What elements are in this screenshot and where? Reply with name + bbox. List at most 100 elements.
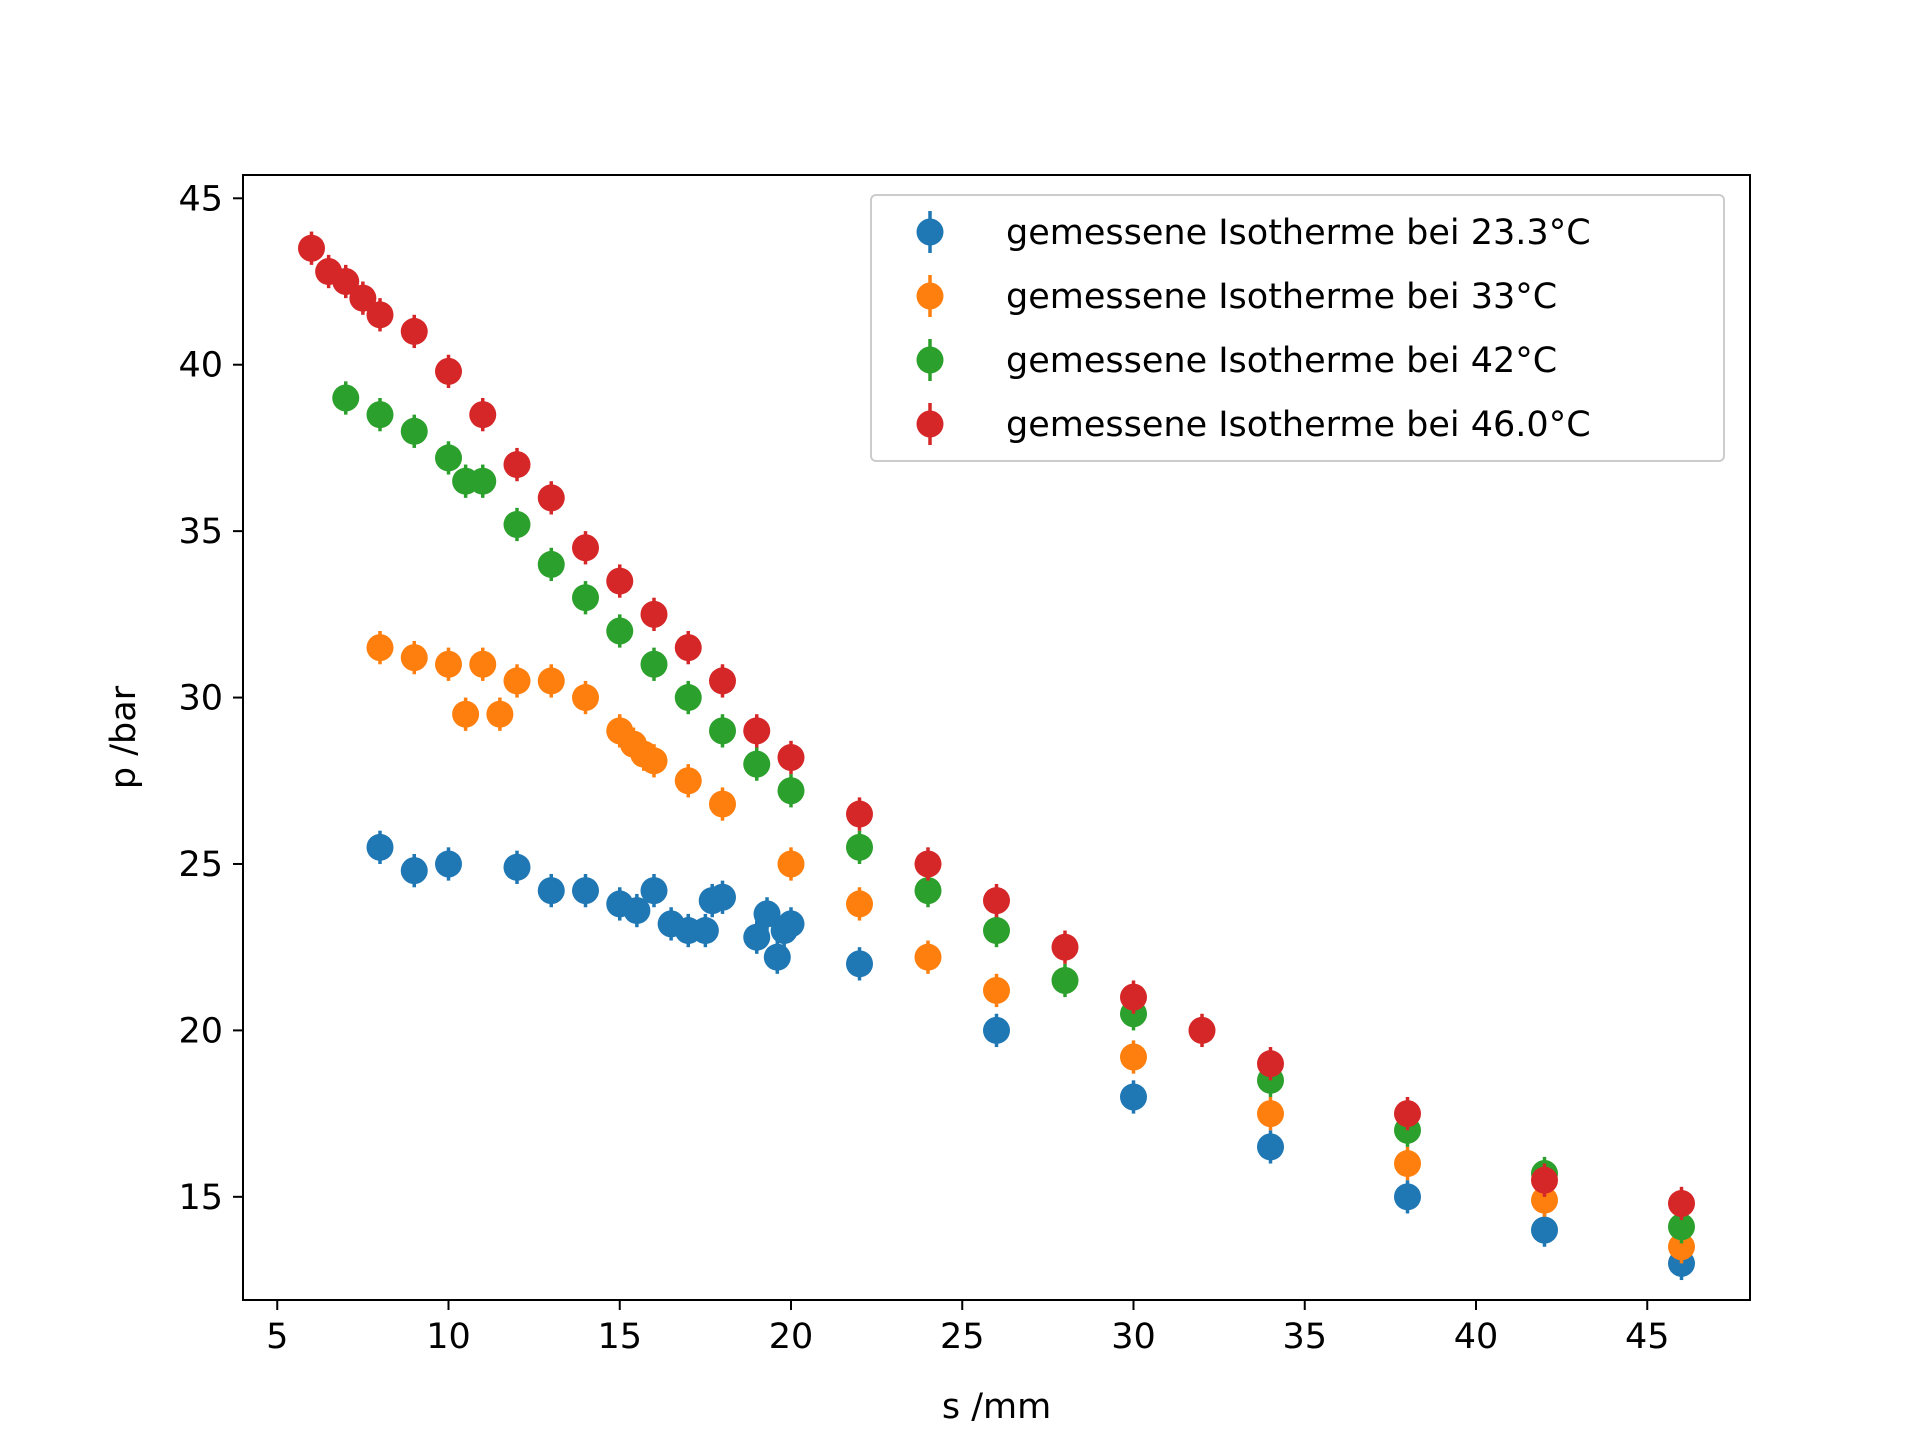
- legend-label: gemessene Isotherme bei 33°C: [1006, 277, 1557, 317]
- data-point: [1394, 1183, 1421, 1211]
- data-point: [640, 650, 668, 678]
- x-tick-label: 45: [1625, 1317, 1670, 1357]
- y-tick-label: 15: [178, 1178, 223, 1218]
- data-point: [503, 667, 531, 695]
- data-point: [983, 1016, 1010, 1044]
- legend-box: [870, 194, 1725, 462]
- legend-label: gemessene Isotherme bei 46.0°C: [1006, 405, 1591, 445]
- data-point: [1120, 983, 1147, 1011]
- x-tick-label: 15: [597, 1317, 642, 1357]
- data-point: [400, 317, 428, 345]
- data-point: [914, 943, 942, 971]
- data-point: [709, 790, 736, 818]
- data-point: [572, 877, 599, 905]
- data-point: [691, 917, 719, 945]
- data-point: [1188, 1016, 1216, 1044]
- data-point: [1668, 1189, 1695, 1217]
- data-point: [400, 417, 428, 445]
- data-point: [623, 897, 651, 925]
- data-point: [435, 850, 462, 878]
- data-point: [1257, 1133, 1284, 1161]
- data-point: [743, 750, 771, 778]
- data-point: [537, 550, 565, 578]
- data-point: [435, 650, 462, 678]
- data-point: [640, 747, 668, 775]
- data-point: [1120, 1043, 1147, 1071]
- x-tick-label: 35: [1282, 1317, 1327, 1357]
- data-point: [349, 284, 377, 312]
- data-point: [366, 833, 394, 861]
- data-point: [503, 451, 531, 479]
- data-point: [1257, 1050, 1284, 1078]
- data-point: [469, 401, 497, 429]
- legend-marker: [916, 282, 944, 310]
- data-point: [1394, 1100, 1421, 1128]
- data-point: [503, 853, 531, 881]
- data-point: [400, 644, 428, 672]
- data-point: [1668, 1233, 1695, 1261]
- legend-label: gemessene Isotherme bei 23.3°C: [1006, 213, 1591, 253]
- data-point: [1394, 1150, 1421, 1178]
- data-point: [846, 833, 873, 861]
- data-point: [572, 684, 599, 712]
- data-point: [1120, 1083, 1147, 1111]
- data-point: [332, 268, 360, 296]
- data-point: [366, 634, 394, 662]
- data-point: [709, 883, 736, 911]
- data-point: [469, 650, 497, 678]
- y-tick-label: 45: [178, 179, 223, 219]
- y-tick-label: 40: [178, 346, 223, 386]
- data-point: [777, 777, 805, 805]
- data-point: [640, 600, 668, 628]
- data-point: [1051, 933, 1079, 961]
- data-point: [763, 943, 791, 971]
- data-point: [606, 567, 634, 595]
- data-point: [486, 700, 514, 728]
- data-point: [1051, 966, 1079, 994]
- series-1: [366, 630, 1695, 1264]
- data-point: [743, 717, 771, 745]
- x-tick-label: 5: [266, 1317, 288, 1357]
- data-point: [1531, 1186, 1558, 1214]
- data-point: [674, 767, 702, 795]
- data-point: [469, 467, 497, 495]
- data-point: [606, 617, 634, 645]
- data-point: [709, 717, 736, 745]
- data-point: [332, 384, 360, 412]
- data-point: [435, 357, 462, 385]
- data-point: [846, 800, 873, 828]
- series-0: [366, 830, 1695, 1281]
- data-point: [983, 887, 1010, 915]
- data-point: [777, 850, 805, 878]
- y-axis: 15 20 25 30 35 40 45: [178, 179, 243, 1218]
- legend-label: gemessene Isotherme bei 42°C: [1006, 341, 1557, 381]
- x-tick-label: 25: [940, 1317, 985, 1357]
- data-point: [914, 877, 942, 905]
- data-point: [914, 850, 942, 878]
- data-point: [1531, 1166, 1558, 1194]
- data-point: [537, 877, 565, 905]
- data-point: [503, 510, 531, 538]
- data-point: [777, 743, 805, 771]
- data-point: [400, 857, 428, 885]
- data-point: [674, 684, 702, 712]
- x-tick-label: 40: [1454, 1317, 1499, 1357]
- data-point: [537, 484, 565, 512]
- data-point: [366, 401, 394, 429]
- data-point: [298, 234, 325, 262]
- y-tick-label: 35: [178, 512, 223, 552]
- data-point: [435, 444, 462, 472]
- data-point: [366, 301, 394, 329]
- data-point: [777, 910, 805, 938]
- data-point: [983, 976, 1010, 1004]
- data-point: [709, 667, 736, 695]
- data-point: [1668, 1213, 1695, 1241]
- data-point: [743, 923, 771, 951]
- data-point: [537, 667, 565, 695]
- x-axis: 5 10 15 20 25 30 35 40 45: [266, 1300, 1670, 1357]
- legend-marker: [916, 410, 944, 438]
- data-point: [572, 534, 599, 562]
- data-point: [640, 877, 668, 905]
- data-point: [674, 634, 702, 662]
